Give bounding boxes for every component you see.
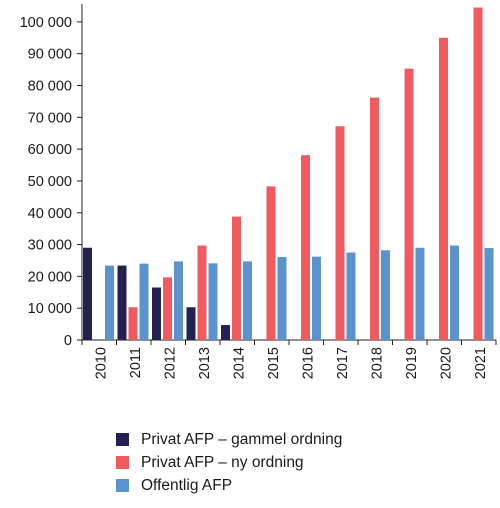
legend-label-offentlig: Offentlig AFP xyxy=(141,476,233,494)
y-tick-label: 50 000 xyxy=(28,174,72,190)
bars xyxy=(83,7,494,341)
x-tick-label: 2017 xyxy=(335,347,351,379)
bar-offentlig xyxy=(346,252,356,340)
x-tick-label: 2014 xyxy=(231,347,247,379)
bar-offentlig xyxy=(174,261,183,340)
y-tick-label: 100 000 xyxy=(20,15,72,31)
y-tick-label: 0 xyxy=(64,333,72,349)
bar-privat-gammel xyxy=(83,247,92,340)
bar-offentlig xyxy=(312,256,321,340)
y-tick-label: 90 000 xyxy=(28,47,72,63)
x-tick-label: 2021 xyxy=(473,347,489,379)
bar-privat-ny xyxy=(301,155,310,340)
x-tick-label: 2020 xyxy=(438,347,454,379)
bar-offentlig xyxy=(415,247,425,340)
bar-offentlig xyxy=(243,261,252,340)
y-tick-label: 10 000 xyxy=(28,301,72,317)
legend-swatch-offentlig xyxy=(116,479,129,492)
legend-item-privat-ny: Privat AFP – ny ordning xyxy=(116,451,342,474)
bar-privat-gammel xyxy=(152,287,161,340)
bar-offentlig xyxy=(105,265,114,340)
y-tick-label: 30 000 xyxy=(28,238,72,254)
x-tick-label: 2015 xyxy=(266,347,282,379)
y-tick-label: 60 000 xyxy=(28,142,72,158)
legend-item-offentlig: Offentlig AFP xyxy=(116,474,342,497)
bar-privat-ny xyxy=(163,277,172,340)
legend-swatch-privat-gammel xyxy=(116,433,129,446)
legend-label-privat-gammel: Privat AFP – gammel ordning xyxy=(141,430,343,448)
bar-privat-gammel xyxy=(221,325,230,340)
x-tick-label: 2010 xyxy=(93,347,109,379)
x-tick-label: 2016 xyxy=(300,347,316,379)
bar-privat-ny xyxy=(232,216,241,340)
bar-privat-ny xyxy=(473,7,483,340)
legend: Privat AFP – gammel ordning Privat AFP –… xyxy=(116,428,342,497)
bar-privat-gammel xyxy=(117,265,127,340)
legend-swatch-privat-ny xyxy=(116,456,129,469)
bar-offentlig xyxy=(450,245,459,340)
legend-label-privat-ny: Privat AFP – ny ordning xyxy=(141,453,304,471)
y-tick-label: 40 000 xyxy=(28,206,72,222)
x-tick-label: 2011 xyxy=(128,347,144,378)
y-tick-label: 70 000 xyxy=(28,110,72,126)
bar-privat-ny xyxy=(266,186,276,340)
y-axis: 0 10 000 20 000 30 000 40 000 50 000 60 000 70 … xyxy=(20,4,83,349)
bar-offentlig xyxy=(484,248,494,340)
bar-chart: 0 10 000 20 000 30 000 40 000 50 000 60 000 70 … xyxy=(20,4,497,379)
bar-privat-ny xyxy=(335,126,345,341)
bar-offentlig xyxy=(277,256,287,340)
x-axis: 2010 2011 2012 2013 2014 2015 2016 2017 2018 2019… xyxy=(81,339,497,379)
bar-privat-gammel xyxy=(186,307,196,340)
x-tick-label: 2018 xyxy=(369,347,385,379)
x-tick-label: 2012 xyxy=(162,347,178,379)
bar-privat-ny xyxy=(197,245,207,340)
bar-offentlig xyxy=(381,250,390,340)
bar-privat-ny xyxy=(439,37,448,341)
bar-offentlig xyxy=(139,263,149,340)
y-tick-label: 20 000 xyxy=(28,269,72,285)
y-tick-label: 80 000 xyxy=(28,79,72,95)
bar-privat-ny xyxy=(128,307,138,340)
x-tick-label: 2019 xyxy=(404,347,420,379)
bar-offentlig xyxy=(208,263,218,340)
bar-privat-ny xyxy=(404,68,414,340)
bar-privat-ny xyxy=(370,97,379,341)
legend-item-privat-gammel: Privat AFP – gammel ordning xyxy=(116,428,342,451)
x-tick-label: 2013 xyxy=(197,347,213,379)
